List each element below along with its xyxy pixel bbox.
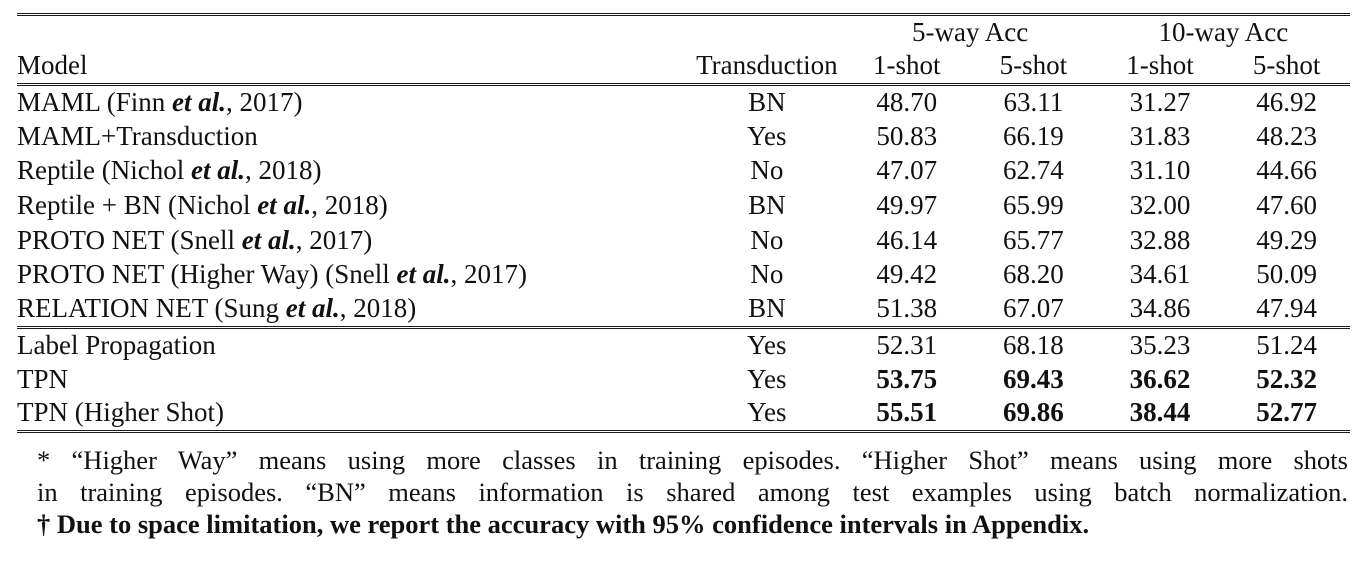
accuracy-cell: 52.32 [1256, 363, 1318, 394]
accuracy-cell: 31.10 [1129, 155, 1191, 186]
table-row: Reptile + BN (Nichol et al., 2018) BN 49… [17, 189, 1350, 224]
header-group-row: 5-way Acc 10-way Acc [17, 15, 1350, 50]
model-cell: Reptile (Nichol et al., 2018) [17, 155, 322, 186]
accuracy-cell: 47.94 [1256, 293, 1318, 324]
accuracy-cell: 62.74 [1003, 155, 1064, 186]
header-transduction: Transduction [696, 50, 838, 81]
accuracy-cell: 35.23 [1129, 329, 1191, 360]
accuracy-cell: 63.11 [1003, 86, 1064, 117]
header-group-5way: 5-way Acc [911, 16, 1029, 47]
table-row: Reptile (Nichol et al., 2018) No 47.07 6… [17, 154, 1350, 189]
model-cell: TPN (Higher Shot) [17, 397, 224, 428]
model-cell: PROTO NET (Snell et al., 2017) [17, 224, 373, 255]
baseline-rows-group: MAML (Finn et al., 2017) BN 48.70 63.11 … [17, 85, 1350, 328]
accuracy-cell: 31.83 [1129, 120, 1191, 151]
header-5way-1shot: 1-shot [873, 50, 941, 81]
table-row: TPN Yes 53.75 69.43 36.62 52.32 [17, 362, 1350, 397]
accuracy-cell: 49.42 [876, 259, 938, 290]
accuracy-cell: 66.19 [1003, 120, 1064, 151]
accuracy-cell: 48.23 [1256, 120, 1318, 151]
accuracy-cell: 68.18 [1003, 329, 1064, 360]
model-cell: Reptile + BN (Nichol et al., 2018) [17, 190, 388, 221]
accuracy-cell: 51.38 [876, 293, 938, 324]
accuracy-cell: 49.97 [876, 190, 938, 221]
model-cell: RELATION NET (Sung et al., 2018) [17, 293, 417, 324]
footnote-line: * “Higher Way” means using more classes … [37, 445, 1348, 475]
footnote-line: † Due to space limitation, we report the… [37, 509, 1090, 539]
accuracy-cell: 34.61 [1129, 259, 1191, 290]
header-10way-5shot: 5-shot [1252, 50, 1321, 81]
transduction-cell: No [750, 224, 784, 255]
accuracy-cell: 46.92 [1256, 86, 1318, 117]
accuracy-cell: 53.75 [876, 363, 938, 394]
accuracy-cell: 69.86 [1003, 397, 1064, 428]
header-spacer [17, 15, 690, 50]
accuracy-cell: 31.27 [1129, 86, 1191, 117]
accuracy-cell: 32.00 [1129, 190, 1191, 221]
accuracy-cell: 36.62 [1129, 363, 1191, 394]
header-group-10way: 10-way Acc [1158, 16, 1289, 47]
accuracy-cell: 67.07 [1003, 293, 1064, 324]
table-row: PROTO NET (Higher Way) (Snell et al., 20… [17, 258, 1350, 293]
accuracy-cell: 47.60 [1256, 190, 1318, 221]
table-footnotes: * “Higher Way” means using more classes … [17, 444, 1350, 540]
accuracy-cell: 50.09 [1256, 259, 1318, 290]
transduction-cell: Yes [747, 397, 787, 428]
table-row: MAML+Transduction Yes 50.83 66.19 31.83 … [17, 119, 1350, 154]
transduction-cell: Yes [747, 363, 787, 394]
accuracy-cell: 32.88 [1129, 224, 1191, 255]
accuracy-cell: 65.77 [1003, 224, 1064, 255]
accuracy-cell: 65.99 [1003, 190, 1064, 221]
accuracy-cell: 52.77 [1256, 397, 1318, 428]
footnote-line: in training episodes. “BN” means informa… [37, 477, 1348, 507]
transduction-cell: BN [748, 86, 786, 117]
header-10way-1shot: 1-shot [1126, 50, 1194, 81]
table-header: 5-way Acc 10-way Acc Model Transduction … [17, 15, 1350, 85]
accuracy-cell: 38.44 [1129, 397, 1191, 428]
header-spacer [690, 15, 843, 50]
transduction-cell: No [750, 155, 784, 186]
results-table-container: 5-way Acc 10-way Acc Model Transduction … [17, 13, 1350, 433]
accuracy-cell: 34.86 [1129, 293, 1191, 324]
model-cell: MAML (Finn et al., 2017) [17, 86, 303, 117]
accuracy-cell: 44.66 [1256, 155, 1318, 186]
accuracy-cell: 49.29 [1256, 224, 1318, 255]
table-row: PROTO NET (Snell et al., 2017) No 46.14 … [17, 223, 1350, 258]
model-cell: Label Propagation [17, 329, 216, 360]
accuracy-cell: 52.31 [876, 329, 938, 360]
transduction-cell: Yes [747, 329, 787, 360]
accuracy-cell: 47.07 [876, 155, 938, 186]
model-cell: MAML+Transduction [17, 120, 258, 151]
table-row: TPN (Higher Shot) Yes 55.51 69.86 38.44 … [17, 397, 1350, 432]
accuracy-cell: 48.70 [876, 86, 938, 117]
model-cell: TPN [17, 363, 69, 394]
accuracy-cell: 50.83 [876, 120, 938, 151]
accuracy-cell: 55.51 [876, 397, 938, 428]
header-model: Model [17, 50, 88, 81]
transduction-cell: Yes [747, 120, 787, 151]
accuracy-cell: 46.14 [876, 224, 938, 255]
model-cell: PROTO NET (Higher Way) (Snell et al., 20… [17, 259, 528, 290]
results-table: 5-way Acc 10-way Acc Model Transduction … [17, 13, 1350, 433]
accuracy-cell: 68.20 [1003, 259, 1064, 290]
transduction-cell: BN [748, 293, 786, 324]
header-5way-5shot: 5-shot [999, 50, 1068, 81]
transduction-cell: No [750, 259, 784, 290]
accuracy-cell: 51.24 [1256, 329, 1318, 360]
proposed-rows-group: Label Propagation Yes 52.31 68.18 35.23 … [17, 327, 1350, 432]
accuracy-cell: 69.43 [1003, 363, 1064, 394]
table-row: MAML (Finn et al., 2017) BN 48.70 63.11 … [17, 85, 1350, 120]
header-columns-row: Model Transduction 1-shot 5-shot 1-shot … [17, 50, 1350, 85]
table-row: Label Propagation Yes 52.31 68.18 35.23 … [17, 327, 1350, 362]
table-row: RELATION NET (Sung et al., 2018) BN 51.3… [17, 293, 1350, 328]
transduction-cell: BN [748, 190, 786, 221]
